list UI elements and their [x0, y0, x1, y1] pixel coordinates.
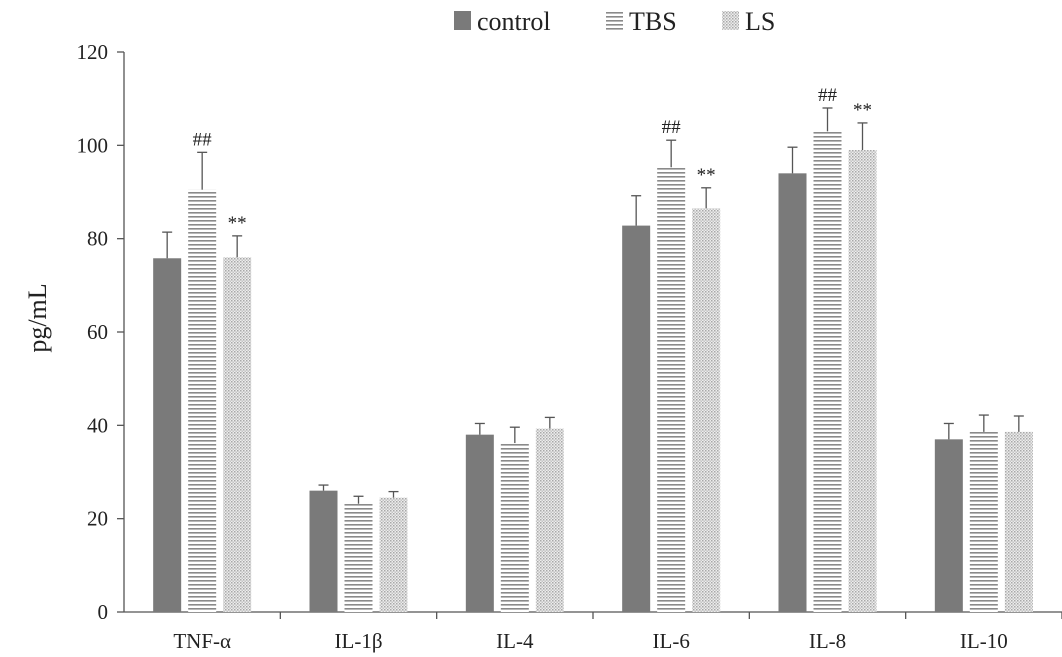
legend: control TBS LS	[454, 7, 775, 36]
y-axis-label: pg/mL	[23, 283, 52, 352]
x-tick-label: TNF-α	[173, 629, 231, 653]
x-tick-label: IL-10	[960, 629, 1008, 653]
significance-annotations: ## ## ## ** ** **	[193, 85, 872, 234]
significance-mark: **	[697, 165, 716, 186]
bar-LS-TNF-α	[223, 257, 252, 612]
y-tick-label: 80	[87, 227, 108, 251]
bar-control-TNF-α	[153, 258, 182, 612]
significance-mark: ##	[193, 129, 213, 150]
legend-label-control: control	[477, 7, 551, 36]
bar-LS-IL-1β	[379, 497, 408, 612]
bars	[153, 131, 1033, 613]
bar-TBS-IL-8	[813, 131, 842, 613]
error-bars	[162, 107, 1024, 504]
bar-TBS-IL-4	[500, 443, 529, 612]
legend-swatch-control	[454, 11, 471, 30]
bar-TBS-IL-1β	[344, 503, 373, 612]
y-tick-label: 40	[87, 413, 108, 437]
bar-TBS-TNF-α	[188, 189, 217, 612]
y-axis-ticks: 0 20 40 60 80 100 120	[77, 40, 124, 624]
y-tick-label: 0	[98, 600, 109, 624]
significance-mark: **	[228, 213, 247, 234]
y-tick-label: 100	[77, 133, 109, 157]
bar-control-IL-6	[622, 225, 651, 612]
y-tick-label: 60	[87, 320, 108, 344]
bar-TBS-IL-10	[969, 431, 998, 612]
bar-LS-IL-10	[1004, 431, 1033, 612]
x-tick-label: IL-4	[496, 629, 534, 653]
x-axis-ticks: TNF-α IL-1β IL-4 IL-6 IL-8 IL-10	[173, 612, 1062, 653]
x-tick-label: IL-8	[809, 629, 846, 653]
x-tick-label: IL-1β	[335, 629, 383, 653]
bar-control-IL-10	[934, 439, 963, 612]
bar-control-IL-1β	[309, 490, 338, 612]
y-tick-label: 120	[77, 40, 109, 64]
bar-TBS-IL-6	[657, 167, 686, 612]
legend-swatch-LS	[722, 11, 739, 30]
bar-control-IL-8	[778, 173, 807, 613]
bar-control-IL-4	[465, 434, 494, 612]
significance-mark: ##	[662, 117, 682, 138]
legend-label-TBS: TBS	[629, 7, 677, 36]
significance-mark: **	[853, 100, 872, 121]
axes	[123, 52, 1062, 613]
significance-mark: ##	[818, 85, 838, 106]
x-tick-label: IL-6	[653, 629, 690, 653]
legend-label-LS: LS	[745, 7, 775, 36]
bar-LS-IL-6	[692, 208, 721, 613]
bar-LS-IL-8	[848, 150, 877, 612]
bar-LS-IL-4	[535, 428, 564, 612]
y-tick-label: 20	[87, 507, 108, 531]
legend-swatch-TBS	[606, 11, 623, 30]
